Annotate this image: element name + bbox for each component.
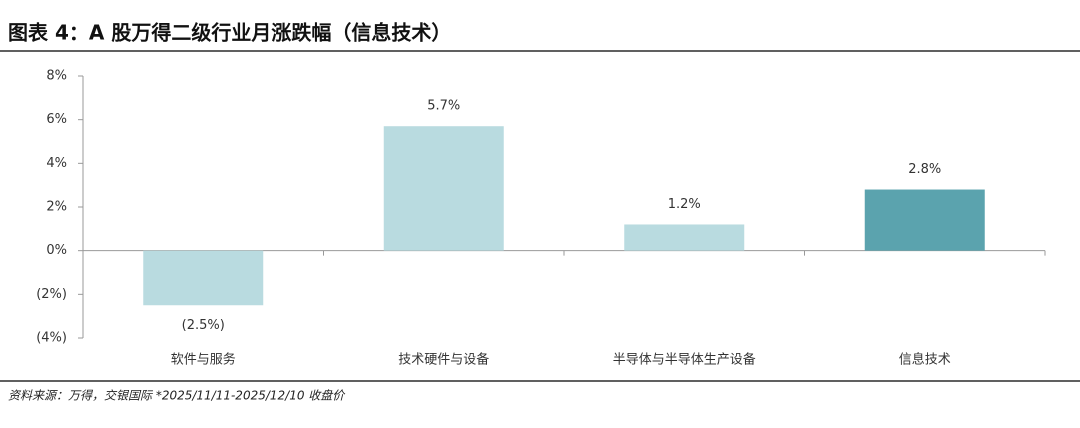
value-label: 5.7% [427, 99, 460, 114]
y-tick-label: 8% [46, 69, 67, 84]
chart-title: 图表 4：A 股万得二级行业月涨跌幅（信息技术） [8, 21, 451, 45]
x-tick-label: 信息技术 [899, 352, 951, 368]
x-tick-label: 半导体与半导体生产设备 [613, 352, 756, 368]
y-tick-label: 4% [46, 156, 67, 171]
bar [864, 189, 985, 251]
value-label: 1.2% [668, 197, 701, 212]
y-tick-label: 6% [46, 112, 67, 127]
source-note: 资料来源：万得，交银国际 *2025/11/11-2025/12/10 收盘价 [8, 389, 346, 403]
y-tick-label: (2%) [36, 287, 67, 302]
x-tick-label: 软件与服务 [171, 352, 236, 368]
x-tick-label: 技术硬件与设备 [398, 352, 489, 368]
y-tick-label: 0% [46, 243, 67, 258]
bar [624, 224, 745, 251]
bar [383, 126, 504, 251]
y-tick-label: 2% [46, 200, 67, 215]
y-tick-label: (4%) [36, 331, 67, 346]
bar [143, 250, 264, 306]
value-label: (2.5%) [182, 318, 225, 333]
value-label: 2.8% [908, 162, 941, 177]
